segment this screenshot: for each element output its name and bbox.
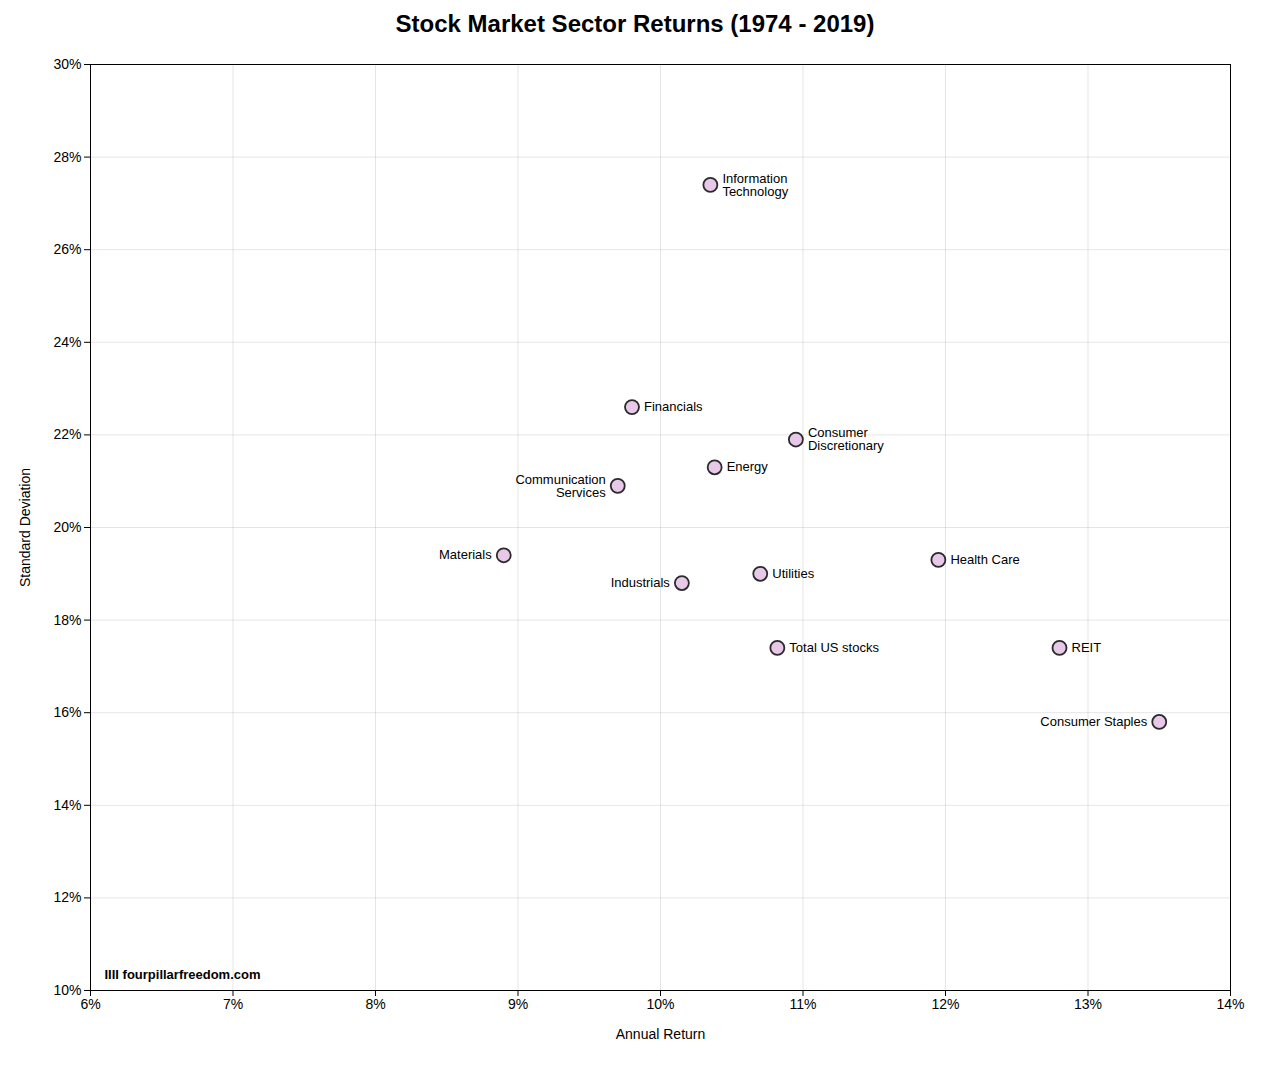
svg-text:Financials: Financials xyxy=(644,399,703,414)
html-text:Stock Market Sector Returns (1: Stock Market Sector Returns (1974 - 2019… xyxy=(395,10,875,37)
svg-text:10%: 10% xyxy=(53,982,81,998)
svg-text:12%: 12% xyxy=(53,889,81,905)
svg-text:10%: 10% xyxy=(646,996,674,1012)
svg-text:InformationTechnology: InformationTechnology xyxy=(722,171,788,199)
svg-text:14%: 14% xyxy=(1216,996,1244,1012)
svg-text:CommunicationServices: CommunicationServices xyxy=(515,471,606,499)
svg-text:Utilities: Utilities xyxy=(772,566,814,581)
svg-text:13%: 13% xyxy=(1074,996,1102,1012)
svg-text:16%: 16% xyxy=(53,704,81,720)
svg-text:12%: 12% xyxy=(931,996,959,1012)
svg-text:IIII fourpillarfreedom.com: IIII fourpillarfreedom.com xyxy=(105,967,261,982)
svg-text:Energy: Energy xyxy=(727,459,769,474)
svg-text:Standard Deviation: Standard Deviation xyxy=(17,468,33,587)
svg-text:Materials: Materials xyxy=(439,547,492,562)
svg-text:Consumer Staples: Consumer Staples xyxy=(1040,714,1147,729)
svg-text:30%: 30% xyxy=(53,56,81,72)
svg-text:26%: 26% xyxy=(53,241,81,257)
svg-text:Total US stocks: Total US stocks xyxy=(789,640,879,655)
svg-text:7%: 7% xyxy=(223,996,243,1012)
svg-text:14%: 14% xyxy=(53,797,81,813)
svg-text:22%: 22% xyxy=(53,426,81,442)
svg-text:6%: 6% xyxy=(80,996,100,1012)
svg-text:18%: 18% xyxy=(53,612,81,628)
svg-text:Health Care: Health Care xyxy=(950,552,1019,567)
svg-text:24%: 24% xyxy=(53,334,81,350)
svg-text:20%: 20% xyxy=(53,519,81,535)
svg-text:8%: 8% xyxy=(365,996,385,1012)
svg-text:11%: 11% xyxy=(790,996,817,1012)
svg-text:Industrials: Industrials xyxy=(611,575,671,590)
svg-text:REIT: REIT xyxy=(1072,640,1102,655)
svg-text:9%: 9% xyxy=(508,996,528,1012)
svg-text:Annual Return: Annual Return xyxy=(616,1026,706,1042)
svg-text:ConsumerDiscretionary: ConsumerDiscretionary xyxy=(808,425,884,453)
svg-text:28%: 28% xyxy=(53,149,81,165)
